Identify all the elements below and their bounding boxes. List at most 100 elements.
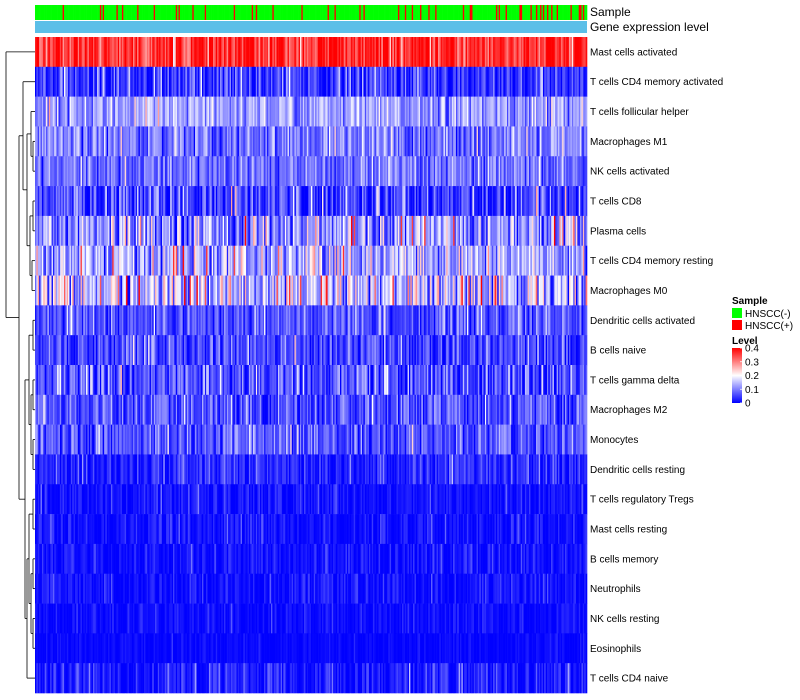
heatmap-cell (204, 215, 207, 247)
heatmap-cell (290, 96, 292, 127)
sample-annotation-cell (145, 5, 148, 20)
heatmap-cell (512, 66, 515, 97)
heatmap-cell (293, 245, 295, 276)
heatmap-cell (135, 96, 138, 127)
heatmap-cell (483, 305, 486, 336)
heatmap-cell (178, 305, 181, 336)
heatmap-cell (87, 186, 90, 217)
heatmap-cell (247, 275, 250, 306)
heatmap-cell (80, 156, 83, 187)
heatmap-cell (460, 96, 462, 127)
heatmap-cell (192, 215, 194, 247)
heatmap-cell (524, 335, 527, 366)
heatmap-cell (168, 186, 171, 217)
heatmap-cell (269, 215, 272, 247)
heatmap-cell (221, 245, 223, 276)
heatmap-cell (283, 335, 286, 366)
heatmap-cell (254, 335, 257, 366)
heatmap-cell (79, 215, 81, 247)
heatmap-cell (397, 215, 400, 247)
heatmap-cell (389, 156, 392, 187)
heatmap-cell (46, 126, 48, 157)
heatmap-cell (495, 186, 498, 217)
heatmap-cell (224, 37, 226, 68)
heatmap-cell (108, 305, 110, 336)
sample-annotation-cell (69, 5, 72, 20)
heatmap-cell (178, 37, 181, 68)
heatmap-cell (179, 96, 182, 127)
heatmap-cell (286, 245, 288, 276)
heatmap-cell (455, 126, 458, 157)
heatmap-cell (295, 335, 298, 366)
heatmap-cell (516, 305, 519, 336)
heatmap-cell (395, 96, 397, 127)
heatmap-cell (130, 186, 132, 217)
heatmap-cell (229, 305, 232, 336)
sample-annotation-cell (408, 5, 411, 20)
heatmap-cell (228, 305, 230, 336)
heatmap-cell (287, 186, 290, 217)
heatmap-cell (155, 275, 157, 306)
heatmap-cell (461, 66, 464, 97)
sample-annotation-cell (197, 5, 200, 20)
heatmap-cell (526, 335, 528, 366)
heatmap-cell (126, 66, 128, 97)
heatmap-cell (334, 66, 337, 97)
heatmap-cell (98, 215, 101, 247)
heatmap-cell (380, 37, 382, 68)
heatmap-cell (429, 275, 432, 306)
heatmap-cell (55, 96, 58, 127)
heatmap-cell (233, 37, 236, 68)
heatmap-cell (124, 66, 127, 97)
heatmap-cell (146, 305, 149, 336)
heatmap-cell (253, 305, 255, 336)
heatmap-cell (248, 156, 251, 187)
heatmap-cell (297, 335, 299, 366)
sample-annotation-cell (230, 5, 233, 20)
heatmap-cell (348, 215, 350, 247)
heatmap-cell (309, 245, 312, 276)
heatmap-cell (356, 66, 359, 97)
heatmap-cell (272, 156, 275, 187)
heatmap-cell (449, 126, 451, 157)
heatmap-cell (195, 96, 197, 127)
heatmap-cell (253, 126, 255, 157)
heatmap-cell (88, 305, 91, 336)
heatmap-cell (490, 37, 493, 68)
sample-annotation-cell (460, 5, 462, 20)
heatmap-cell (392, 215, 395, 247)
heatmap-cell (479, 156, 482, 187)
heatmap-cell (102, 365, 105, 396)
heatmap-cell (417, 186, 419, 217)
heatmap-cell (185, 156, 188, 187)
heatmap-cell (69, 156, 72, 187)
heatmap-cell (475, 305, 477, 336)
heatmap-cell (345, 156, 348, 187)
heatmap-cell (137, 126, 139, 157)
heatmap-cell (455, 156, 458, 187)
heatmap-cell (527, 156, 530, 187)
heatmap-cell (83, 335, 85, 366)
heatmap-cell (544, 275, 546, 306)
heatmap-cell (384, 186, 386, 217)
heatmap-cell (210, 245, 212, 276)
heatmap-cell (128, 156, 131, 187)
heatmap-cell (177, 365, 179, 396)
heatmap-cell (175, 96, 178, 127)
heatmap-cell (477, 215, 480, 247)
heatmap-cell (171, 245, 174, 276)
heatmap-cell (217, 37, 219, 68)
heatmap-cell (454, 335, 457, 366)
heatmap-cell (377, 186, 379, 217)
heatmap-cell (163, 37, 166, 68)
heatmap-cell (255, 335, 258, 366)
heatmap-cell (563, 66, 566, 97)
heatmap-cell (297, 305, 299, 336)
sample-annotation-cell (328, 5, 331, 20)
heatmap-cell (261, 66, 263, 97)
heatmap-cell (95, 66, 98, 97)
heatmap-cell (545, 245, 548, 276)
heatmap-cell (523, 66, 526, 97)
heatmap-cell (235, 335, 237, 366)
heatmap-cell (397, 335, 400, 366)
